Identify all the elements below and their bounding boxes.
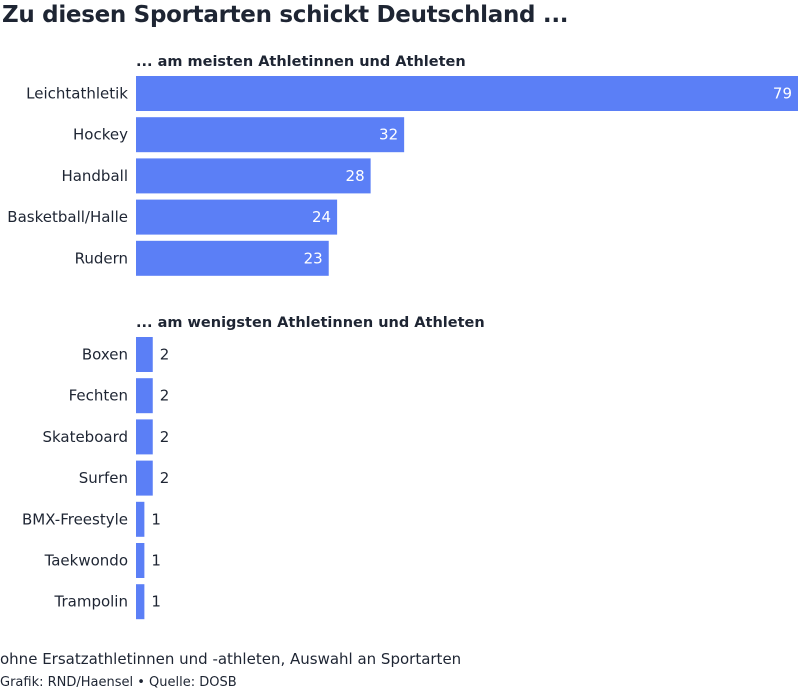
bar-chart: ... am meisten Athletinnen und Athleten L… [7, 54, 798, 620]
bar [136, 337, 153, 372]
bar [136, 76, 798, 111]
data-label: 79 [773, 85, 792, 103]
chart-subtitle: ... am wenigsten Athletinnen und Athlete… [136, 315, 485, 331]
bar [136, 158, 371, 194]
data-label: 2 [160, 387, 170, 405]
footnote: ohne Ersatzathletinnen und -athleten, Au… [0, 650, 462, 668]
category-label: Leichtathletik [26, 85, 128, 103]
category-label: Boxen [82, 346, 128, 364]
data-label: 2 [160, 469, 170, 487]
bar [136, 501, 145, 537]
bar [136, 240, 329, 276]
data-label: 1 [151, 552, 161, 570]
data-label: 32 [379, 126, 398, 144]
data-label: 1 [151, 593, 161, 611]
category-label: Rudern [75, 249, 128, 267]
data-label: 24 [312, 208, 331, 226]
bar [136, 584, 145, 620]
data-label: 1 [151, 510, 161, 528]
category-label: Handball [61, 167, 128, 185]
data-label: 2 [160, 428, 170, 446]
bar [136, 378, 153, 414]
bar [136, 543, 145, 578]
category-label: Trampolin [54, 593, 128, 611]
category-label: Taekwondo [44, 552, 128, 570]
bar [136, 419, 153, 455]
category-label: BMX-Freestyle [22, 510, 128, 528]
bar [136, 117, 405, 153]
data-label: 23 [304, 249, 323, 267]
category-label: Skateboard [42, 428, 128, 446]
category-label: Fechten [69, 387, 128, 405]
bar [136, 199, 338, 235]
data-label: 2 [160, 346, 170, 364]
chart-subtitle: ... am meisten Athletinnen und Athleten [136, 54, 466, 70]
category-label: Basketball/Halle [7, 208, 128, 226]
category-label: Hockey [73, 126, 128, 144]
chart-title: Zu diesen Sportarten schickt Deutschland… [2, 2, 569, 28]
data-label: 28 [346, 167, 365, 185]
category-label: Surfen [79, 469, 128, 487]
source-credits: Grafik: RND/Haensel • Quelle: DOSB [0, 675, 237, 690]
bar [136, 460, 153, 496]
